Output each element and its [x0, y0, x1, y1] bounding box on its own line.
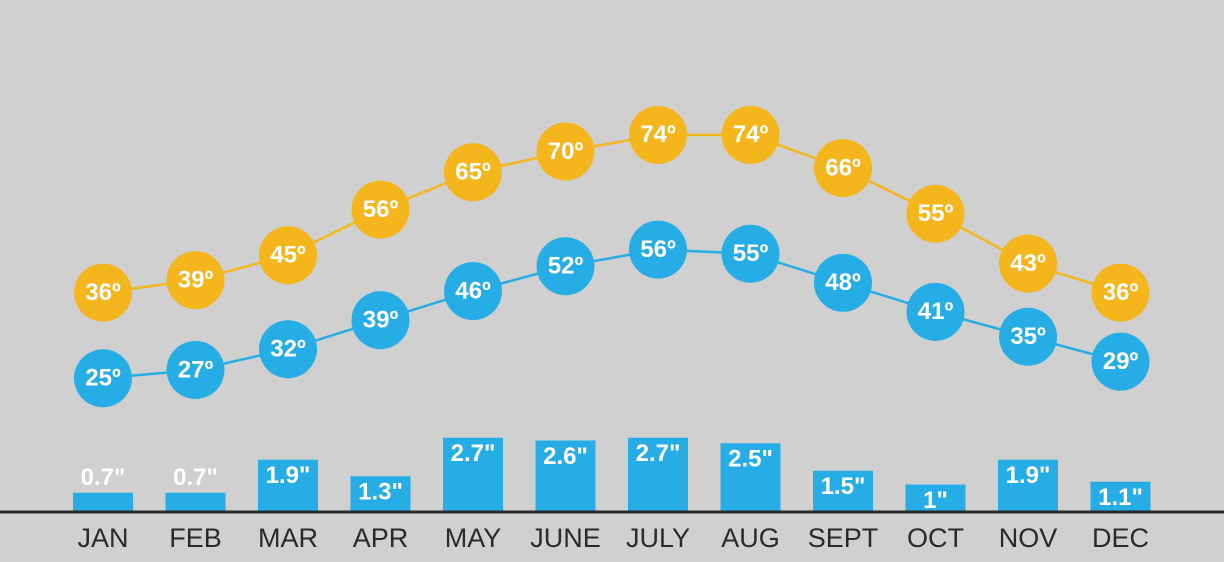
x-tick-label: FEB	[169, 523, 222, 553]
temp-marker	[536, 122, 595, 181]
temp-marker	[721, 224, 780, 283]
temp-marker	[536, 237, 595, 296]
bar	[258, 459, 318, 512]
bar	[165, 492, 226, 512]
data-label: 2.7"	[636, 440, 681, 467]
x-tick-label: DEC	[1092, 523, 1149, 553]
data-label: 70º	[548, 138, 584, 165]
data-label: 56º	[640, 236, 676, 263]
temp-marker	[629, 220, 687, 279]
bar	[720, 443, 781, 512]
temp-marker	[814, 253, 872, 312]
bar	[443, 437, 503, 512]
bar	[628, 437, 688, 512]
data-label: 43º	[1010, 250, 1046, 277]
data-label: 1.9"	[1006, 462, 1051, 489]
x-tick-label: NOV	[999, 523, 1058, 553]
data-label: 1.1"	[1098, 484, 1143, 511]
data-label: 74º	[640, 121, 676, 148]
data-label: 48º	[825, 269, 861, 296]
temp-marker	[721, 105, 780, 164]
bar	[998, 459, 1058, 512]
x-tick-label: JAN	[77, 523, 128, 553]
temp-marker	[999, 307, 1057, 366]
temp-marker	[906, 282, 965, 341]
temp-marker	[259, 226, 317, 285]
data-label: 1.5"	[821, 473, 866, 500]
data-label: 35º	[1010, 323, 1046, 350]
data-label: 39º	[178, 266, 214, 293]
categories: JAN FEB MAR APR MAY JUNE JULY AUG SEPT OCT NOV DEC	[77, 523, 1149, 553]
temp-marker	[351, 291, 410, 350]
bars: 0.7" 0.7" 1.9" 1.3" 2.7" 2.6" 2.7" 2.5" 1.5" 1" 1.…	[73, 437, 1151, 514]
data-label: 56º	[363, 196, 399, 223]
temp-marker	[74, 263, 132, 322]
data-label: 27º	[178, 356, 214, 383]
data-label: 55º	[733, 240, 769, 267]
temp-marker	[629, 105, 687, 164]
data-label: 2.7"	[451, 440, 496, 467]
data-label: 1"	[923, 487, 948, 514]
data-label: 55º	[918, 200, 954, 227]
x-tick-label: APR	[353, 523, 409, 553]
bar	[1090, 481, 1151, 512]
data-label: 32º	[270, 336, 306, 363]
x-tick-label: MAY	[445, 523, 502, 553]
temp-marker	[906, 184, 965, 243]
temp-marker	[444, 143, 502, 202]
data-label: 52º	[548, 253, 584, 280]
x-tick-label: JUNE	[530, 523, 601, 553]
data-label: 25º	[85, 365, 121, 392]
data-label: 45º	[270, 242, 306, 269]
temp-marker	[999, 234, 1057, 293]
data-label: 65º	[455, 159, 491, 186]
data-label: 41º	[918, 298, 954, 325]
data-label: 0.7"	[81, 464, 126, 491]
data-label: 46º	[455, 277, 491, 304]
x-tick-label: AUG	[721, 523, 780, 553]
data-label: 29º	[1103, 348, 1139, 375]
bar	[73, 492, 133, 512]
temp-marker	[814, 139, 872, 198]
data-label: 36º	[1103, 279, 1139, 306]
bar	[350, 476, 411, 512]
temp-marker	[1091, 263, 1150, 322]
bar	[905, 484, 966, 512]
data-label: 39º	[363, 306, 399, 333]
data-label: 0.7"	[173, 464, 218, 491]
x-tick-label: OCT	[907, 523, 964, 553]
temp-marker	[444, 262, 502, 321]
data-label: 2.5"	[728, 446, 773, 473]
bar	[535, 440, 596, 512]
temp-marker	[166, 251, 225, 310]
x-tick-label: SEPT	[808, 523, 879, 553]
x-tick-label: MAR	[258, 523, 318, 553]
temp-marker	[259, 320, 317, 379]
data-label: 1.3"	[358, 479, 403, 506]
temp-marker	[166, 340, 225, 399]
data-label: 36º	[85, 279, 121, 306]
data-label: 74º	[733, 121, 769, 148]
temp-marker	[351, 180, 410, 239]
bar	[813, 470, 873, 512]
data-label: 66º	[825, 154, 861, 181]
lines: 36º 39º 45º 56º 65º 70º 74º 74º 66º 55º 43º 36º 25º 2…	[74, 105, 1150, 408]
temp-marker	[74, 349, 132, 408]
data-label: 1.9"	[266, 462, 311, 489]
data-label: 2.6"	[543, 443, 588, 470]
temp-marker	[1091, 332, 1150, 391]
x-tick-label: JULY	[626, 523, 690, 553]
